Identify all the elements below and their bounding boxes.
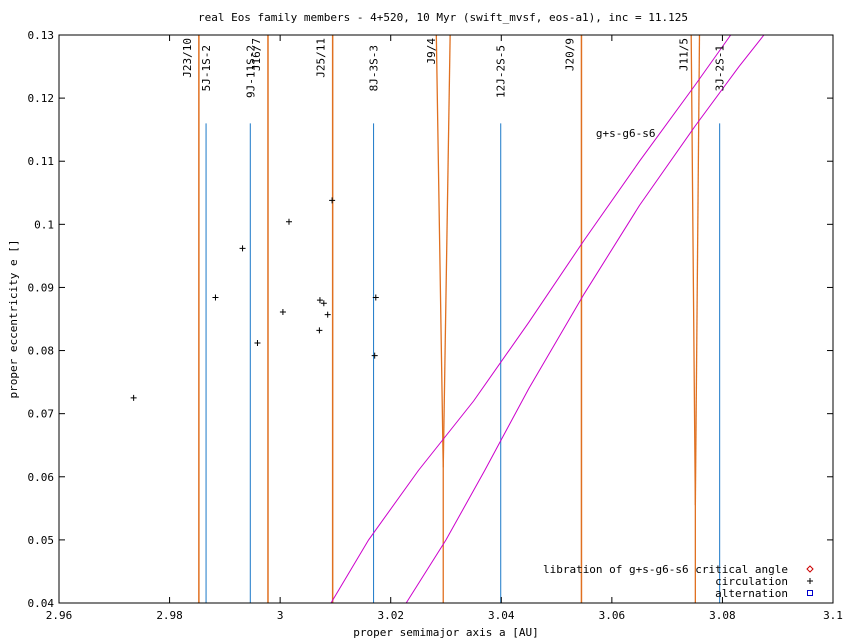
circulation-point [239, 245, 246, 252]
circulation-point [285, 218, 292, 225]
axis-ticks: 2.96 2.98 3 3.02 3.04 3.06 3.08 3.1 0.04 0.05 0.06… [28, 29, 843, 622]
three-body-label: 8J-3S-3 [368, 45, 381, 91]
secular-resonance-label: g+s-g6-s6 [596, 127, 656, 140]
circulation-point [371, 352, 378, 359]
circulation-point [316, 297, 323, 304]
legend-label: libration of g+s-g6-s6 critical angle [543, 563, 788, 576]
x-tick-label: 3.06 [599, 609, 626, 622]
circulation-point [329, 197, 336, 204]
chart-title: real Eos family members - 4+520, 10 Myr … [198, 11, 688, 24]
x-tick-label: 2.98 [156, 609, 183, 622]
x-tick-label: 3.02 [377, 609, 404, 622]
data-points [130, 197, 379, 401]
mmr-line [694, 34, 701, 506]
x-tick-label: 3.08 [709, 609, 736, 622]
legend-label: alternation [715, 587, 788, 600]
circulation-point [320, 300, 327, 307]
mmr-label: J20/9 [563, 38, 576, 71]
mmr-label: J16/7 [250, 38, 263, 71]
secular-curve [405, 34, 765, 604]
mmr-label: J11/5 [677, 38, 690, 71]
x-tick-label: 3.1 [823, 609, 843, 622]
circulation-point [130, 394, 137, 401]
y-tick-label: 0.12 [28, 92, 55, 105]
x-tick-label: 3 [277, 609, 284, 622]
mmr-label: J25/11 [315, 38, 328, 78]
mmr-label: J23/10 [181, 38, 194, 78]
legend: libration of g+s-g6-s6 critical anglecir… [543, 563, 814, 600]
resonance-labels: J23/10 J16/7 J25/11 J9/4 J20/9 J11/5 5J-1S-2 9J… [181, 38, 727, 98]
y-tick-label: 0.05 [28, 534, 55, 547]
legend-label: circulation [715, 575, 788, 588]
y-tick-label: 0.04 [28, 597, 55, 610]
circulation-point [254, 339, 261, 346]
y-tick-label: 0.09 [28, 281, 55, 294]
circulation-point [324, 311, 331, 318]
secular-resonance-curves [330, 34, 765, 604]
y-tick-label: 0.07 [28, 408, 55, 421]
three-body-label: 12J-2S-5 [495, 45, 508, 98]
y-tick-label: 0.1 [34, 218, 54, 231]
three-body-label: 5J-1S-2 [200, 45, 213, 91]
three-body-label: 3J-2S-1 [714, 45, 727, 91]
legend-marker-square [807, 590, 813, 596]
y-axis-label: proper eccentricity e [] [7, 240, 20, 399]
secular-curve [330, 34, 732, 604]
resonance-lines [198, 34, 721, 603]
circulation-point [212, 294, 219, 301]
legend-marker-diamond [806, 565, 814, 573]
mmr-line [690, 34, 696, 603]
mmr-line [442, 34, 451, 468]
mmr-line [435, 34, 444, 603]
circulation-point [372, 294, 379, 301]
legend-marker-plus [807, 578, 813, 584]
x-axis-label: proper semimajor axis a [AU] [353, 626, 538, 639]
plot-frame [58, 34, 834, 604]
y-tick-label: 0.06 [28, 471, 55, 484]
y-tick-label: 0.08 [28, 345, 55, 358]
circulation-point [279, 309, 286, 316]
mmr-label: J9/4 [425, 38, 438, 65]
y-tick-label: 0.13 [28, 29, 55, 42]
circulation-point [316, 327, 323, 334]
x-tick-label: 3.04 [488, 609, 515, 622]
y-tick-label: 0.11 [28, 155, 55, 168]
x-tick-label: 2.96 [46, 609, 73, 622]
three-body-label: 9J-11S-2 [244, 45, 257, 98]
